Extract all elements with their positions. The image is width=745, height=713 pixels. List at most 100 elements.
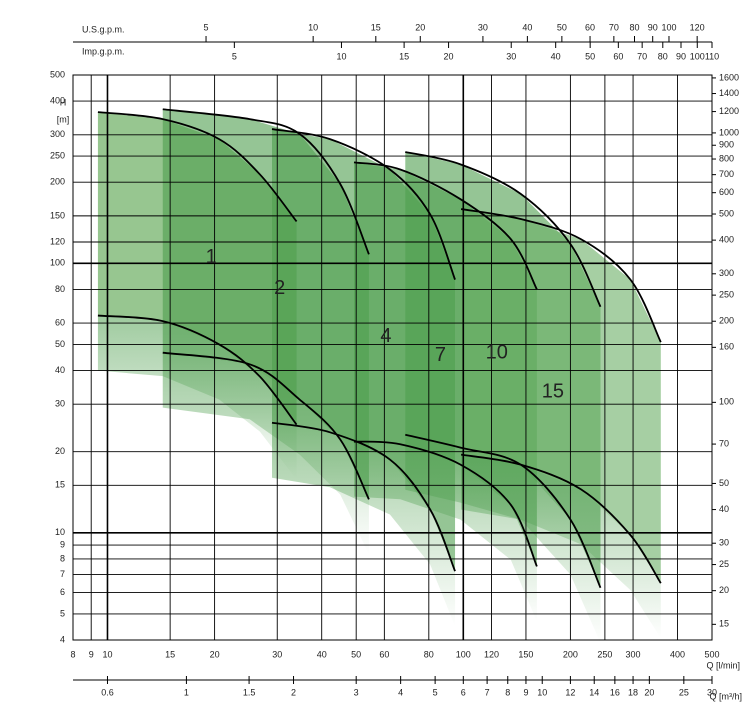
top2-axis-label: Imp.g.p.m.: [82, 46, 125, 56]
x2-tick-label: 6: [461, 687, 466, 697]
h-max-curve: [405, 151, 602, 308]
y-tick-label: 300: [50, 129, 65, 139]
top-tick-label: 120: [690, 22, 705, 32]
model-label: 7: [435, 344, 446, 366]
y2-tick-label: 70: [719, 438, 729, 448]
top-tick-label: 60: [585, 22, 595, 32]
top-tick-label: 70: [609, 22, 619, 32]
y-tick-label: 10: [55, 527, 65, 537]
y2-tick-label: 600: [719, 187, 734, 197]
x2-tick-label: 2: [291, 687, 296, 697]
y2-tick-label: 250: [719, 290, 734, 300]
y2-tick-label: 100: [719, 397, 734, 407]
x2-axis-label: Q [m³/h]: [709, 691, 742, 701]
x2-tick-label: 20: [644, 687, 654, 697]
y-tick-label: 6: [60, 587, 65, 597]
top2-tick-label: 20: [444, 51, 454, 61]
h-min-curve: [162, 351, 370, 500]
x-tick-label: 150: [518, 649, 533, 659]
x2-tick-label: 12: [565, 687, 575, 697]
y-tick-label: 4: [60, 634, 65, 644]
top-tick-label: 5: [204, 22, 209, 32]
y-tick-label: 200: [50, 177, 65, 187]
h-max-curve: [460, 208, 662, 343]
x2-tick-label: 18: [628, 687, 638, 697]
x-tick-label: 120: [484, 649, 499, 659]
y-tick-label: 250: [50, 150, 65, 160]
y-tick-label: 500: [50, 69, 65, 79]
x-tick-label: 20: [210, 649, 220, 659]
h-max-curve: [271, 128, 456, 280]
y2-tick-label: 200: [719, 316, 734, 326]
x2-tick-label: 5: [433, 687, 438, 697]
y-tick-label: 400: [50, 95, 65, 105]
top2-tick-label: 40: [551, 51, 561, 61]
top-tick-label: 15: [371, 22, 381, 32]
top-tick-label: 80: [629, 22, 639, 32]
top-tick-label: 40: [522, 22, 532, 32]
model-fade: [97, 315, 297, 480]
x-tick-label: 200: [563, 649, 578, 659]
model-label: 10: [486, 342, 508, 364]
top2-tick-label: 110: [705, 51, 719, 61]
y-tick-label: 150: [50, 210, 65, 220]
y2-tick-label: 30: [719, 538, 729, 548]
model-fade: [354, 441, 537, 622]
model-fade: [461, 454, 661, 639]
y2-tick-label: 1200: [719, 106, 739, 116]
h-max-curve: [353, 161, 538, 290]
y-tick-label: 7: [60, 569, 65, 579]
model-label: 15: [542, 380, 564, 402]
y2-tick-label: 25: [719, 559, 729, 569]
y2-tick-label: 1400: [719, 88, 739, 98]
model-label: 2: [274, 277, 285, 299]
y-tick-label: 15: [55, 480, 65, 490]
x-tick-label: 9: [89, 649, 94, 659]
h-min-curve: [97, 314, 298, 426]
y-tick-label: 100: [50, 258, 65, 268]
top2-tick-label: 5: [232, 51, 237, 61]
x-tick-label: 15: [165, 649, 175, 659]
top-tick-label: 50: [557, 22, 567, 32]
x-tick-label: 400: [670, 649, 685, 659]
h-min-curve: [271, 421, 456, 572]
y-tick-label: 8: [60, 553, 65, 563]
h-min-curve: [353, 440, 538, 567]
y2-tick-label: 40: [719, 504, 729, 514]
y2-tick-label: 700: [719, 169, 734, 179]
model-fade: [405, 434, 601, 643]
x-axis-label: Q [l/min]: [706, 660, 740, 670]
x-tick-label: 30: [272, 649, 282, 659]
h-min-curve: [460, 453, 662, 584]
y-tick-label: 20: [55, 446, 65, 456]
y-tick-label: 80: [55, 284, 65, 294]
plot-frame: [72, 74, 713, 641]
y-tick-label: 5: [60, 608, 65, 618]
h-max-curve: [97, 111, 298, 223]
x-tick-label: 80: [424, 649, 434, 659]
x2-tick-label: 4: [398, 687, 403, 697]
y-tick-label: 50: [55, 339, 65, 349]
top2-tick-label: 60: [613, 51, 623, 61]
top2-tick-label: 100: [690, 51, 705, 61]
model-label: 1: [206, 246, 217, 268]
y-tick-label: 9: [60, 539, 65, 549]
x2-tick-label: 1.5: [243, 687, 256, 697]
x2-tick-label: 16: [610, 687, 620, 697]
x-tick-label: 40: [317, 649, 327, 659]
y2-tick-label: 500: [719, 208, 734, 218]
x2-tick-label: 25: [679, 687, 689, 697]
y-tick-label: 60: [55, 317, 65, 327]
model-area: [461, 209, 661, 584]
x-tick-label: 8: [70, 649, 75, 659]
y-tick-label: 120: [50, 236, 65, 246]
top-tick-label: 90: [648, 22, 658, 32]
x-tick-label: 50: [351, 649, 361, 659]
x2-tick-label: 3: [354, 687, 359, 697]
x2-tick-label: 9: [523, 687, 528, 697]
h-max-curve: [162, 108, 370, 255]
top2-tick-label: 50: [585, 51, 595, 61]
top2-tick-label: 15: [399, 51, 409, 61]
y-tick-label: 40: [55, 365, 65, 375]
